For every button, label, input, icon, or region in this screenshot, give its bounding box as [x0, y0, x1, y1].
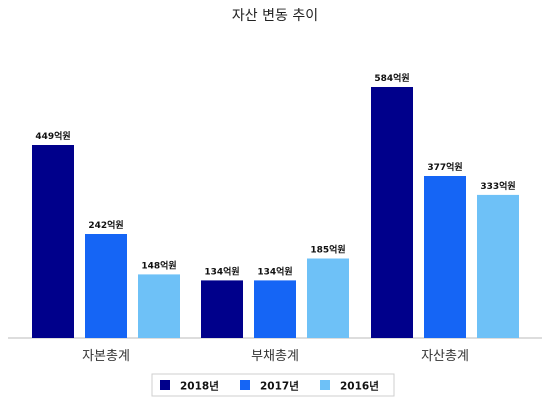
category-label-3: 자산총계	[421, 349, 469, 364]
category-label-1: 자본총계	[82, 349, 130, 364]
legend-swatch-3	[320, 380, 330, 390]
legend-label-3: 2016년	[340, 380, 379, 393]
value-label-1-1: 449억원	[35, 130, 70, 142]
bars-layer	[32, 87, 519, 338]
legend-label-1: 2018년	[180, 380, 219, 393]
value-label-1-3: 148억원	[141, 259, 176, 271]
bar-1-1	[32, 145, 74, 338]
chart-title: 자산 변동 추이	[232, 8, 318, 24]
value-label-2-2: 134억원	[257, 265, 292, 277]
value-label-2-1: 134억원	[204, 265, 239, 277]
value-label-3-1: 584억원	[374, 72, 409, 84]
bar-2-3	[307, 258, 349, 338]
value-label-3-3: 333억원	[480, 180, 515, 192]
value-label-2-3: 185억원	[310, 244, 345, 256]
bar-1-2	[85, 234, 127, 338]
legend-swatch-2	[240, 380, 250, 390]
bar-3-2	[424, 176, 466, 338]
bar-3-3	[477, 194, 519, 338]
legend-swatch-1	[160, 380, 170, 390]
bar-2-2	[254, 280, 296, 338]
bar-1-3	[138, 274, 180, 338]
legend-box	[151, 373, 395, 397]
legend-label-2: 2017년	[260, 380, 299, 393]
bar-2-1	[201, 280, 243, 338]
value-label-3-2: 377억원	[427, 161, 462, 173]
value-label-1-2: 242억원	[88, 219, 123, 231]
bar-3-1	[371, 87, 413, 338]
value-labels-layer: 449억원 242억원 148억원 134억원 134억원 185억원 584억원 377억원…	[35, 72, 515, 277]
legend: 2018년 2017년 2016년	[151, 373, 395, 397]
category-labels-layer: 자본총계 부채총계 자산총계	[82, 349, 469, 364]
category-label-2: 부채총계	[251, 349, 299, 364]
